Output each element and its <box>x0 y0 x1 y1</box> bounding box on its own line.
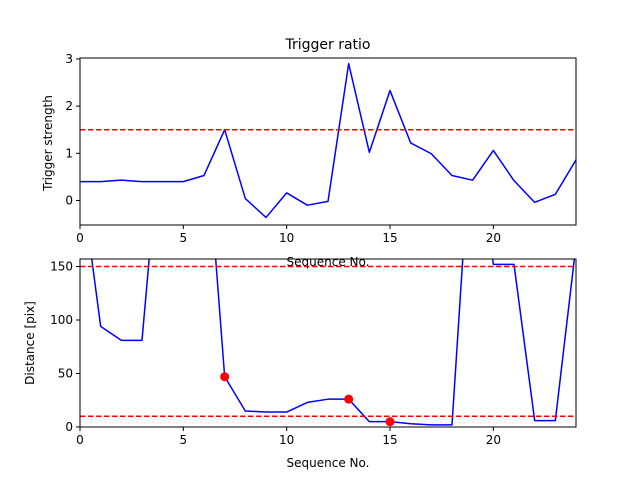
y-tick-label: 3 <box>65 52 73 66</box>
plot-area <box>80 62 576 219</box>
x-axis-label: Sequence No. <box>287 456 370 470</box>
plot-title: Trigger ratio <box>284 37 370 53</box>
x-tick-label: 5 <box>180 231 188 245</box>
y-tick-label: 1 <box>65 146 73 160</box>
x-tick-label: 15 <box>382 433 397 447</box>
x-tick-label: 20 <box>486 231 501 245</box>
x-tick-label: 0 <box>76 231 84 245</box>
trigger-ratio-plot: Trigger ratio Trigger strength Sequence … <box>41 37 577 269</box>
y-tick-label: 50 <box>58 366 73 380</box>
x-tick-label: 15 <box>382 231 397 245</box>
x-tick-label: 20 <box>486 433 501 447</box>
y-axis-label: Trigger strength <box>41 95 55 192</box>
x-tick-label: 5 <box>180 433 188 447</box>
data-point-marker <box>385 417 395 427</box>
series-line <box>80 62 576 219</box>
y-axis-label: Distance [pix] <box>23 301 37 385</box>
x-tick-label: 0 <box>76 433 84 447</box>
data-point-marker <box>344 394 354 404</box>
y-tick-label: 0 <box>65 193 73 207</box>
plot-area <box>80 259 576 427</box>
data-point-marker <box>220 372 230 382</box>
distance-plot: Distance [pix] Sequence No. 0 5 10 15 20 0 50 1… <box>23 258 577 470</box>
x-tick-label: 10 <box>279 231 294 245</box>
y-tick-label: 2 <box>65 99 73 113</box>
x-tick-label: 10 <box>279 433 294 447</box>
axes-frame <box>79 57 577 226</box>
axes-frame <box>79 258 577 428</box>
y-tick-label: 100 <box>50 313 73 327</box>
y-tick-label: 0 <box>65 420 73 434</box>
series-line <box>90 259 576 426</box>
y-tick-label: 150 <box>50 259 73 273</box>
